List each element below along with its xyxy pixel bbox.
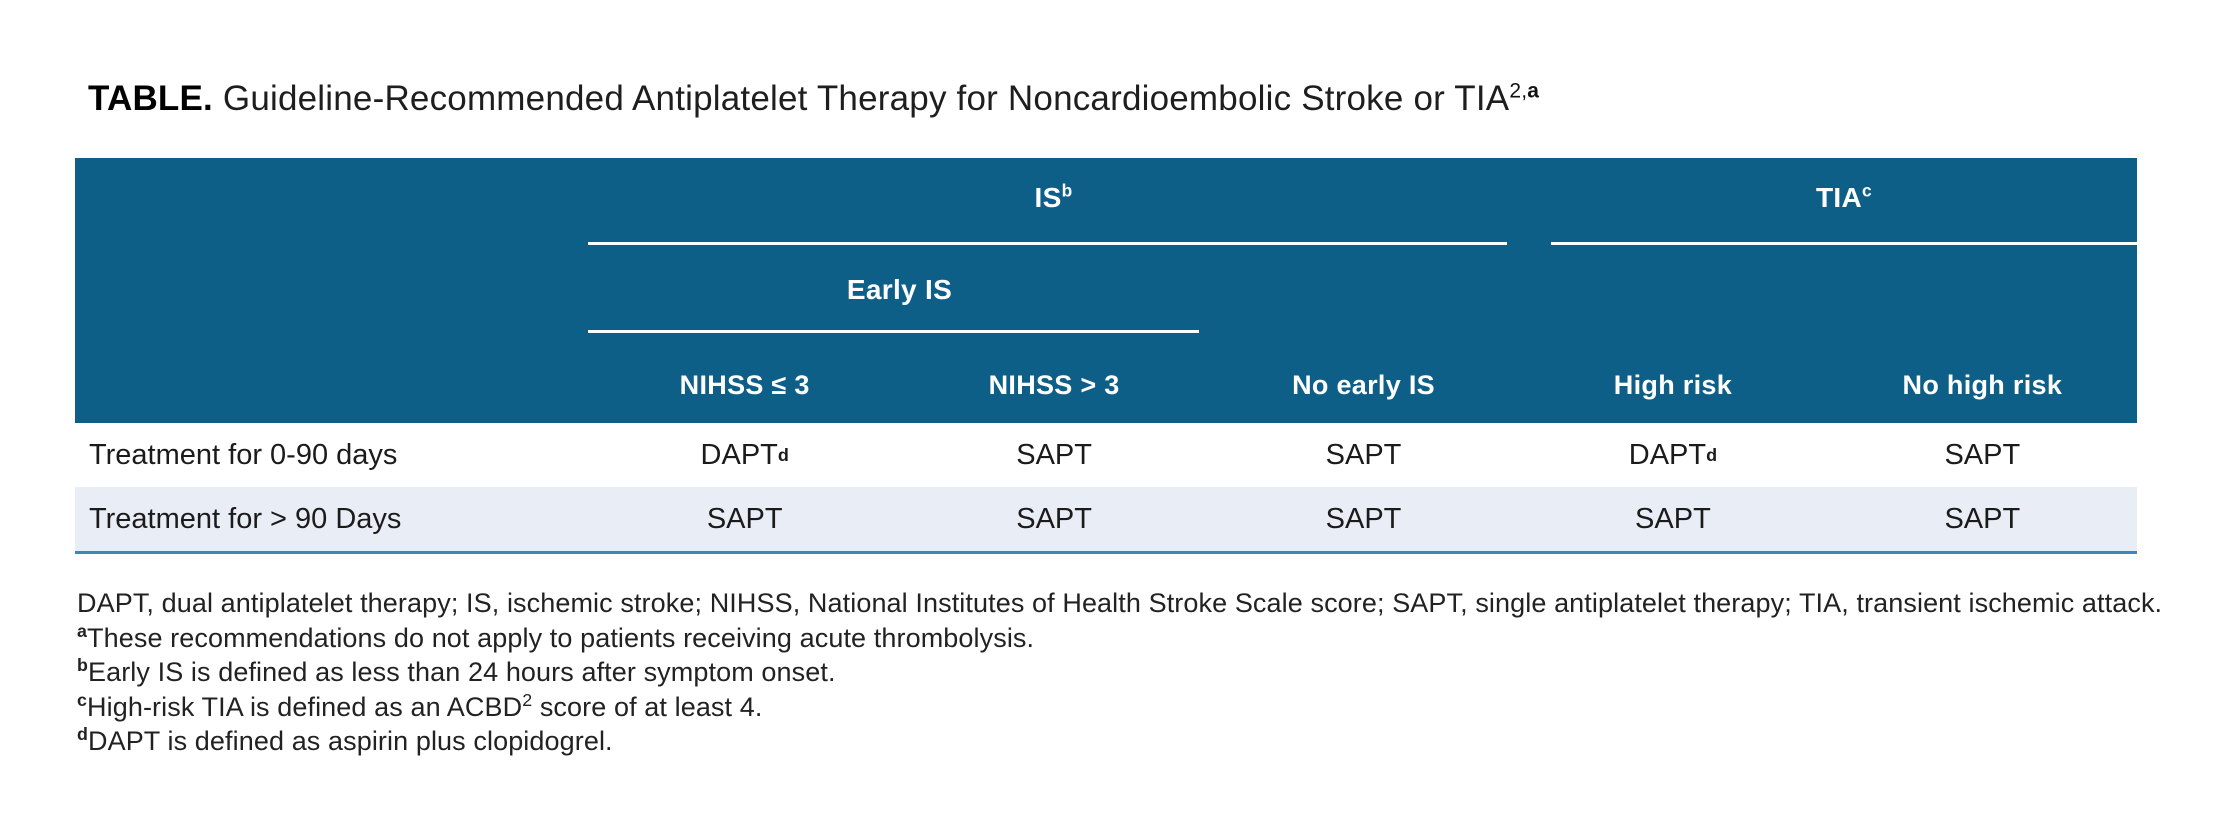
table-cell: SAPT — [1209, 423, 1518, 487]
footnotes: DAPT, dual antiplatelet therapy; IS, isc… — [77, 586, 2162, 759]
cell-text: SAPT — [1944, 438, 2021, 471]
footnote-a: aThese recommendations do not apply to p… — [77, 621, 2162, 656]
table-cell: SAPT — [899, 487, 1208, 551]
footnote-text: Early IS is defined as less than 24 hour… — [87, 657, 836, 687]
row-label: Treatment for > 90 Days — [89, 502, 402, 535]
table-title-text: Guideline-Recommended Antiplatelet Thera… — [212, 79, 1510, 118]
footnote-text: DAPT, dual antiplatelet therapy; IS, isc… — [77, 588, 2163, 618]
table-cell: DAPT d — [1628, 438, 1718, 471]
footnote-marker: d — [77, 724, 88, 744]
footnote-marker: a — [77, 620, 88, 641]
cell-text: SAPT — [1016, 438, 1092, 471]
table-row-0-90-days: Treatment for 0-90 days DAPT d SAPT SAPT … — [75, 423, 2137, 487]
table-cell: SAPT — [1828, 423, 2137, 487]
group-header-tia-label: TIA — [1816, 182, 1863, 213]
footnote-b: bEarly IS is defined as less than 24 hou… — [77, 655, 2162, 690]
early-is-underline — [588, 330, 1199, 333]
table-cell: SAPT — [1518, 487, 1827, 551]
column-header-no-early-is: No early IS — [1292, 370, 1435, 400]
footnote-marker: b — [77, 655, 88, 675]
column-header-nihss-le3: NIHSS ≤ 3 — [679, 370, 810, 400]
table-cell: SAPT — [1828, 487, 2137, 551]
title-superscript-note: a — [1527, 79, 1540, 103]
cell-text: SAPT — [1325, 502, 1402, 535]
table-cell: DAPT d — [700, 438, 789, 471]
column-header-no-high-risk: No high risk — [1902, 370, 2063, 400]
table-header: ISb TIAc Early IS NIHSS ≤ 3 NIHSS > 3 No… — [75, 158, 2137, 423]
table-row-90-plus-days: Treatment for > 90 Days SAPT SAPT SAPT S… — [75, 487, 2137, 554]
table-title-label: TABLE. — [88, 79, 213, 118]
footnote-d: dDAPT is defined as aspirin plus clopido… — [77, 724, 2162, 759]
cell-text: SAPT — [1016, 502, 1092, 535]
footnote-abbreviations: DAPT, dual antiplatelet therapy; IS, isc… — [77, 586, 2162, 621]
is-group-underline — [588, 242, 1507, 245]
subgroup-header-early-is: Early IS — [846, 274, 953, 305]
row-label: Treatment for 0-90 days — [89, 438, 398, 471]
tia-group-underline — [1551, 242, 2137, 245]
footnote-marker: c — [77, 689, 88, 710]
table-cell: SAPT — [899, 423, 1208, 487]
footnote-text: DAPT is defined as aspirin plus clopidog… — [87, 726, 613, 756]
cell-text: SAPT — [1635, 502, 1711, 535]
table-cell: SAPT — [590, 487, 899, 551]
footnote-inline-superscript: 2 — [522, 689, 533, 710]
group-header-tia: TIAc — [1551, 182, 2137, 214]
footnote-text-continued: score of at least 4. — [532, 691, 763, 722]
group-header-is: ISb — [590, 182, 1517, 214]
footnote-text: These recommendations do not apply to pa… — [87, 622, 1035, 653]
column-header-row: NIHSS ≤ 3 NIHSS > 3 No early IS High ris… — [590, 363, 2137, 408]
therapy-table: ISb TIAc Early IS NIHSS ≤ 3 NIHSS > 3 No… — [75, 158, 2137, 554]
cell-text: SAPT — [1325, 438, 1402, 471]
group-header-tia-superscript: c — [1862, 180, 1872, 201]
column-header-high-risk: High risk — [1613, 370, 1733, 400]
table-title: TABLE. Guideline-Recommended Antiplatele… — [88, 78, 1539, 120]
title-superscript-ref: 2, — [1509, 79, 1528, 103]
table-cell: SAPT — [1209, 487, 1518, 551]
group-header-is-superscript: b — [1061, 180, 1073, 201]
cell-text: DAPT — [1628, 438, 1707, 471]
cell-text: SAPT — [706, 502, 783, 535]
footnote-text: High-risk TIA is defined as an ACBD — [87, 691, 523, 722]
group-header-is-label: IS — [1034, 182, 1062, 213]
column-header-nihss-gt3: NIHSS > 3 — [988, 370, 1120, 400]
cell-text: SAPT — [1944, 502, 2021, 535]
footnote-c: cHigh-risk TIA is defined as an ACBD2 sc… — [77, 690, 2162, 725]
cell-text: DAPT — [700, 438, 778, 471]
